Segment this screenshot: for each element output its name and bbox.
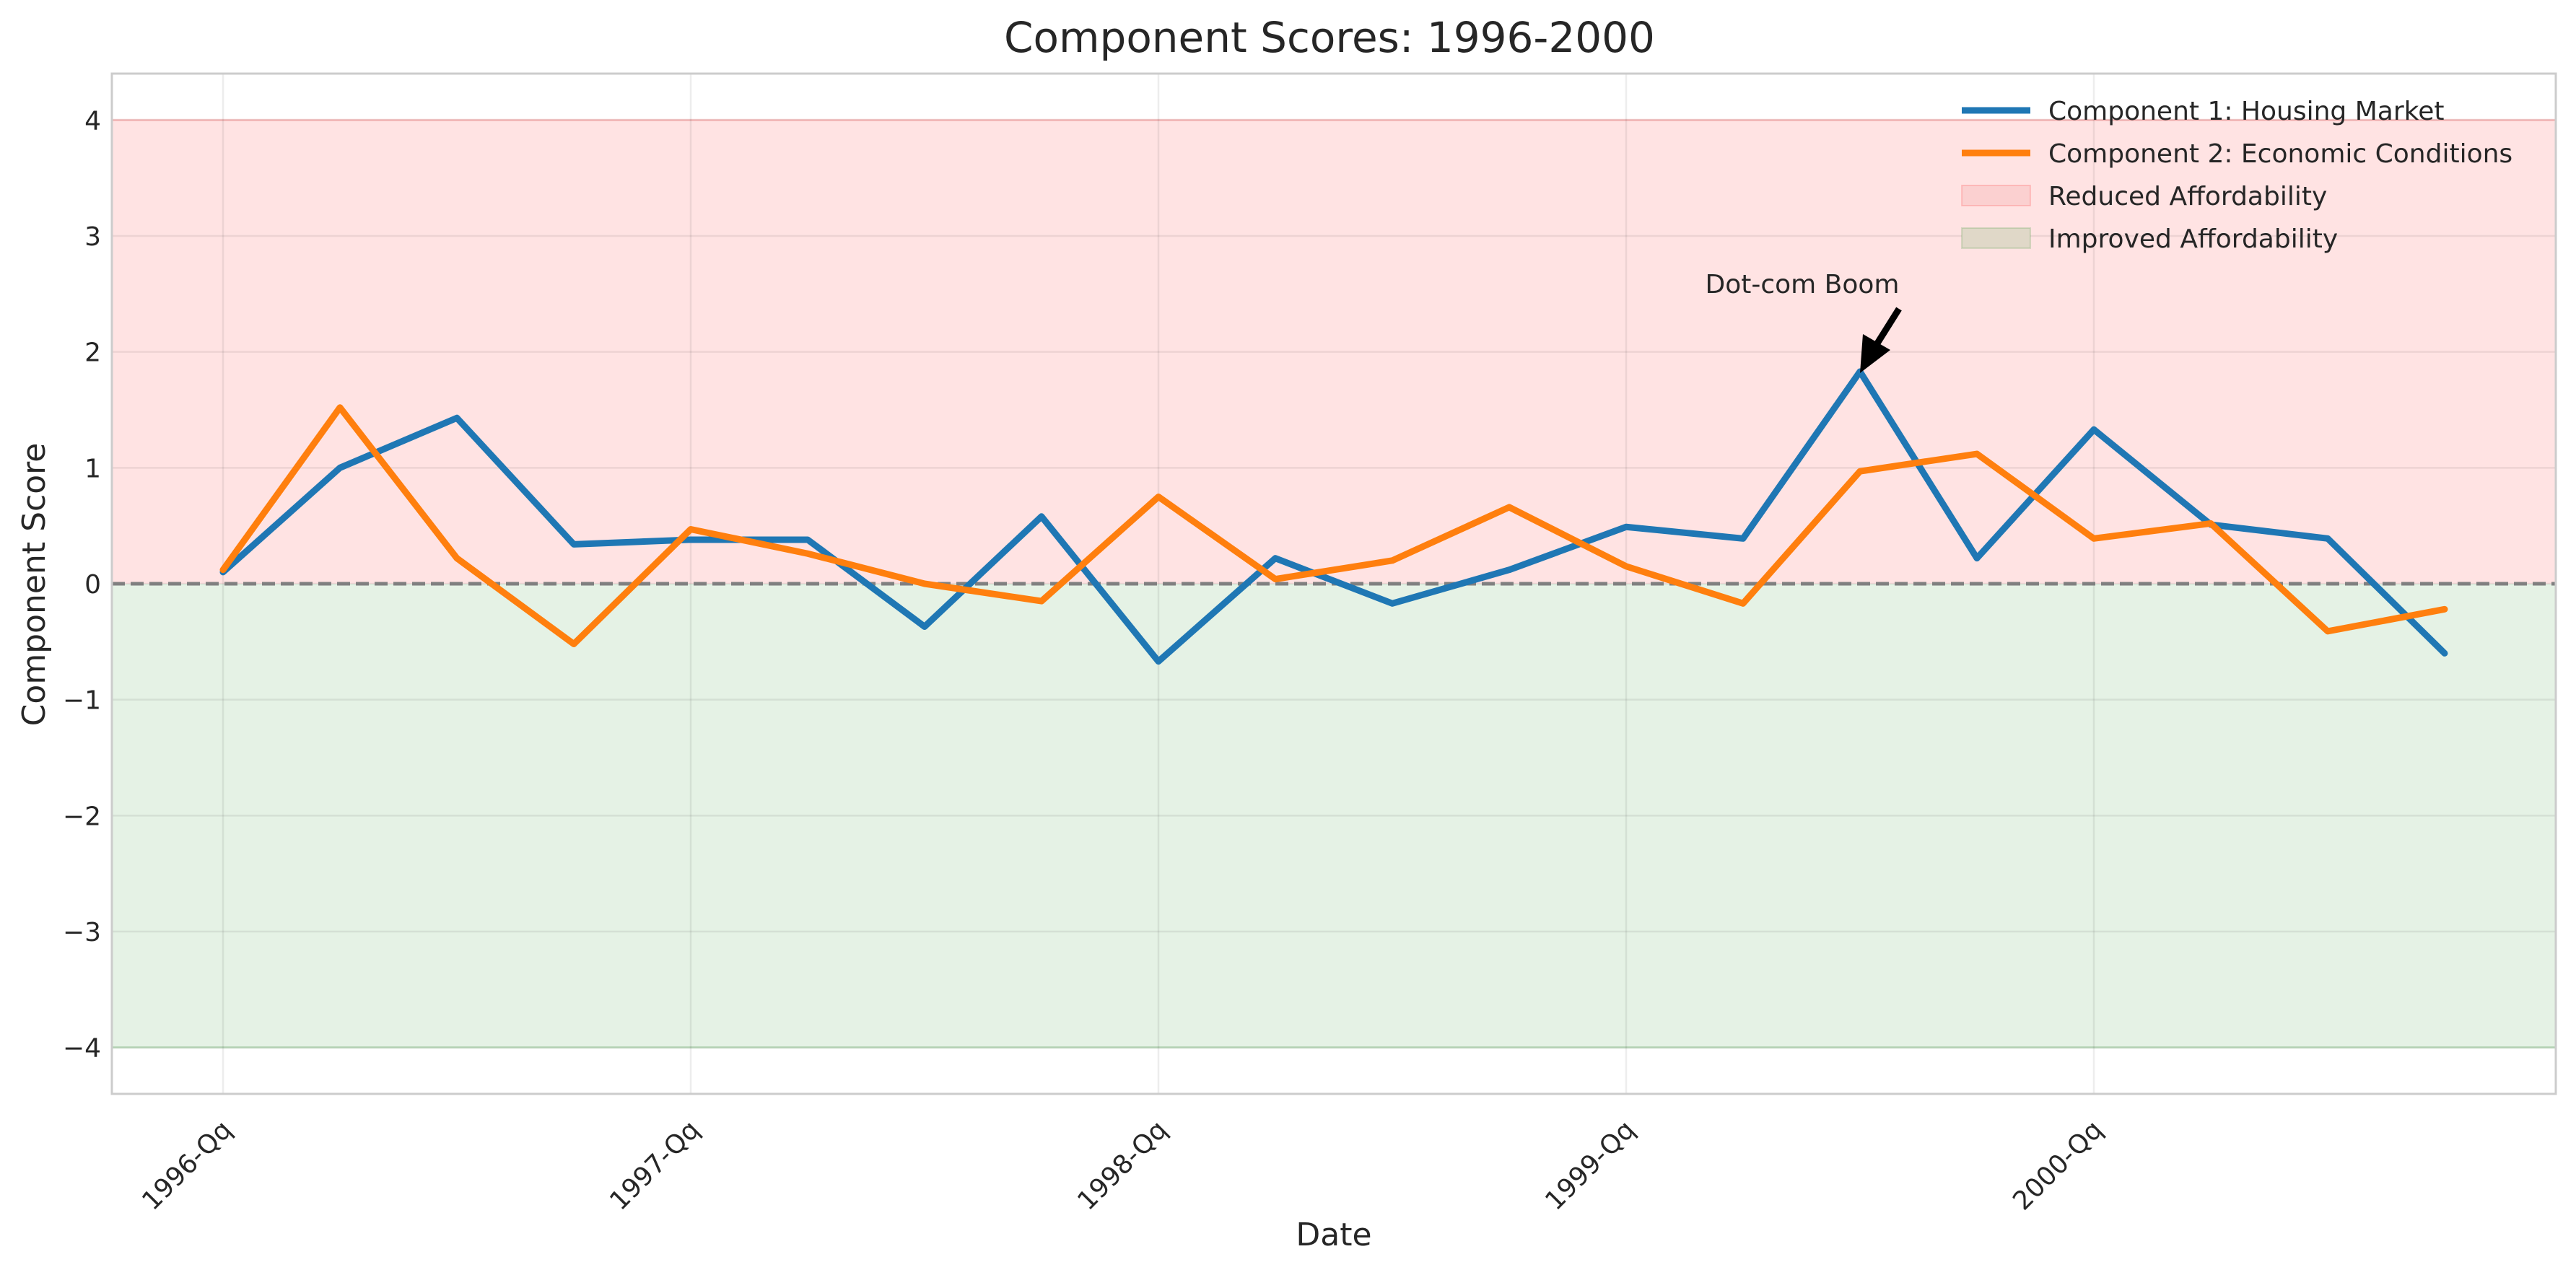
annotation-label: Dot-com Boom	[1706, 270, 1900, 299]
annotation-arrowhead	[1860, 333, 1890, 373]
series-lines	[219, 368, 2448, 665]
series-line-component-2	[219, 404, 2448, 648]
series-line-component-1	[219, 368, 2448, 665]
y-tick-label: −4	[63, 1034, 101, 1064]
x-tick-label: 2000-Qq	[2007, 1115, 2108, 1216]
y-tick-label: 2	[84, 338, 101, 368]
y-axis-label: Component Score	[16, 443, 53, 727]
y-tick-label: 3	[84, 222, 101, 252]
region-reduced-affordability	[112, 120, 2556, 584]
x-tick-label: 1997-Qq	[604, 1115, 705, 1216]
y-tick-label: 1	[84, 454, 101, 483]
y-tick-label: −1	[63, 686, 101, 716]
region-improved-affordability	[112, 584, 2556, 1048]
annotation-arrow-shaft	[1873, 307, 1902, 348]
legend-label: Reduced Affordability	[2048, 182, 2327, 211]
y-tick-label: −2	[63, 802, 101, 831]
y-axis-ticks: −4 −3 −2 −1 0 1 2 3 4	[63, 106, 101, 1063]
legend-swatch-region-2	[1961, 227, 2031, 249]
y-tick-label: 4	[84, 106, 101, 136]
y-tick-label: −3	[63, 918, 101, 947]
legend-swatch-region-1	[1961, 185, 2031, 206]
plot-frame	[110, 72, 2557, 1095]
legend-label: Component 1: Housing Market	[2048, 97, 2444, 126]
x-tick-label: 1996-Qq	[136, 1115, 237, 1216]
legend: Component 1: Housing Market Component 2: …	[1961, 97, 2512, 254]
annotations: Dot-com Boom	[1706, 270, 1902, 373]
affordability-regions	[112, 118, 2556, 1049]
x-axis-ticks: 1996-Qq 1997-Qq 1998-Qq 1999-Qq 2000-Qq	[136, 1115, 2108, 1216]
legend-label: Improved Affordability	[2048, 224, 2338, 254]
x-tick-label: 1999-Qq	[1540, 1115, 1641, 1216]
x-tick-label: 1998-Qq	[1072, 1115, 1173, 1216]
y-tick-label: 0	[84, 570, 101, 600]
chart-title: Component Scores: 1996-2000	[1004, 13, 1655, 62]
legend-label: Component 2: Economic Conditions	[2048, 139, 2512, 169]
x-axis-label: Date	[1296, 1217, 1371, 1253]
